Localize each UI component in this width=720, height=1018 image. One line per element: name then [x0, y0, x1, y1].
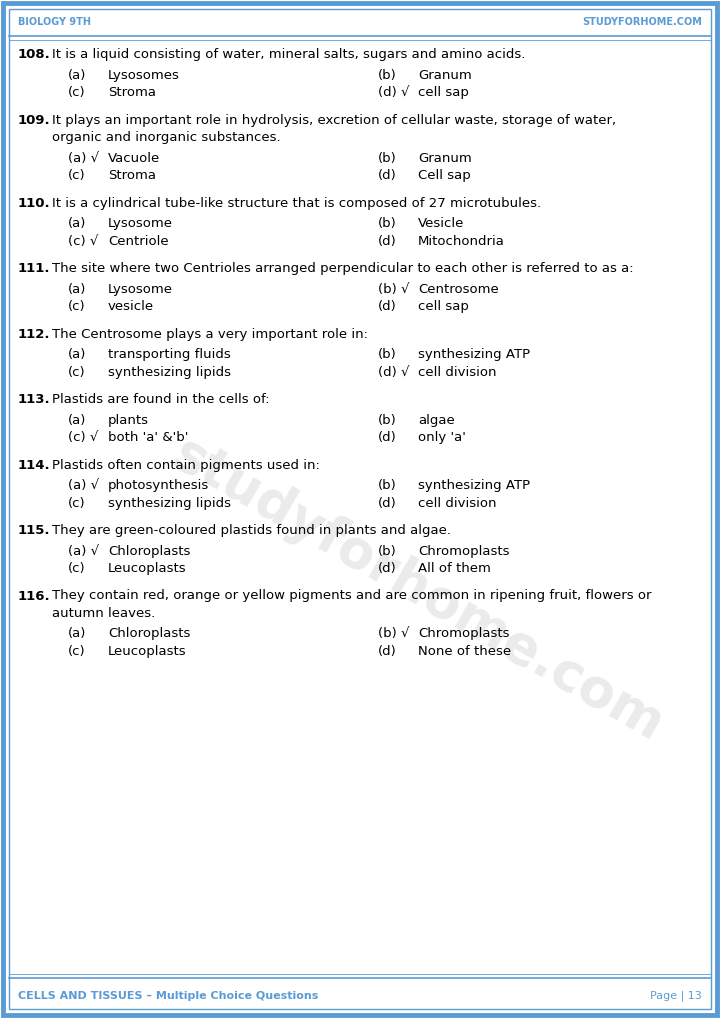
- Text: (d): (d): [378, 645, 397, 658]
- Text: (a): (a): [68, 627, 86, 640]
- Text: 109.: 109.: [18, 113, 50, 126]
- Text: (a): (a): [68, 413, 86, 427]
- Text: Plastids are found in the cells of:: Plastids are found in the cells of:: [52, 393, 269, 406]
- Text: Stroma: Stroma: [108, 169, 156, 182]
- Text: plants: plants: [108, 413, 149, 427]
- Text: Plastids often contain pigments used in:: Plastids often contain pigments used in:: [52, 458, 320, 471]
- Text: Lysosomes: Lysosomes: [108, 68, 180, 81]
- Text: 114.: 114.: [18, 458, 50, 471]
- Text: Stroma: Stroma: [108, 86, 156, 99]
- Text: (c): (c): [68, 300, 86, 313]
- Text: autumn leaves.: autumn leaves.: [52, 607, 156, 620]
- Text: Granum: Granum: [418, 152, 472, 165]
- Text: (c) √: (c) √: [68, 234, 99, 247]
- Text: both 'a' &'b': both 'a' &'b': [108, 431, 189, 444]
- Text: studyforhome.com: studyforhome.com: [163, 429, 672, 752]
- Text: (d) √: (d) √: [378, 86, 410, 99]
- Text: transporting fluids: transporting fluids: [108, 348, 230, 361]
- Text: (b): (b): [378, 68, 397, 81]
- Text: vesicle: vesicle: [108, 300, 154, 313]
- Text: Vesicle: Vesicle: [418, 217, 464, 230]
- Text: (d): (d): [378, 562, 397, 575]
- Text: (c): (c): [68, 645, 86, 658]
- Text: It plays an important role in hydrolysis, excretion of cellular waste, storage o: It plays an important role in hydrolysis…: [52, 113, 616, 126]
- Text: STUDYFORHOME.COM: STUDYFORHOME.COM: [582, 17, 702, 27]
- Text: The Centrosome plays a very important role in:: The Centrosome plays a very important ro…: [52, 328, 368, 340]
- Text: BIOLOGY 9TH: BIOLOGY 9TH: [18, 17, 91, 27]
- Text: CELLS AND TISSUES – Multiple Choice Questions: CELLS AND TISSUES – Multiple Choice Ques…: [18, 991, 318, 1001]
- Text: They contain red, orange or yellow pigments and are common in ripening fruit, fl: They contain red, orange or yellow pigme…: [52, 589, 652, 603]
- Text: (b): (b): [378, 413, 397, 427]
- Text: synthesizing lipids: synthesizing lipids: [108, 365, 231, 379]
- Text: (a): (a): [68, 68, 86, 81]
- Text: (c) √: (c) √: [68, 431, 99, 444]
- Text: photosynthesis: photosynthesis: [108, 479, 210, 492]
- Text: 113.: 113.: [18, 393, 50, 406]
- Text: 108.: 108.: [18, 48, 50, 61]
- Text: cell division: cell division: [418, 497, 497, 509]
- Text: All of them: All of them: [418, 562, 491, 575]
- Text: cell sap: cell sap: [418, 86, 469, 99]
- Text: (d) √: (d) √: [378, 365, 410, 379]
- Text: cell sap: cell sap: [418, 300, 469, 313]
- Text: Lysosome: Lysosome: [108, 217, 173, 230]
- Text: synthesizing ATP: synthesizing ATP: [418, 479, 530, 492]
- Text: synthesizing ATP: synthesizing ATP: [418, 348, 530, 361]
- Text: Chromoplasts: Chromoplasts: [418, 545, 510, 558]
- Text: (b) √: (b) √: [378, 283, 410, 295]
- Text: (c): (c): [68, 562, 86, 575]
- Text: It is a liquid consisting of water, mineral salts, sugars and amino acids.: It is a liquid consisting of water, mine…: [52, 48, 526, 61]
- Text: (c): (c): [68, 169, 86, 182]
- Text: 115.: 115.: [18, 524, 50, 538]
- Text: (d): (d): [378, 169, 397, 182]
- Text: Chloroplasts: Chloroplasts: [108, 545, 190, 558]
- Text: Chromoplasts: Chromoplasts: [418, 627, 510, 640]
- Text: 112.: 112.: [18, 328, 50, 340]
- Text: (b): (b): [378, 217, 397, 230]
- Text: (c): (c): [68, 86, 86, 99]
- Text: cell division: cell division: [418, 365, 497, 379]
- Text: (c): (c): [68, 365, 86, 379]
- Text: (a): (a): [68, 217, 86, 230]
- Text: None of these: None of these: [418, 645, 511, 658]
- Text: (a) √: (a) √: [68, 545, 99, 558]
- Text: (b) √: (b) √: [378, 627, 410, 640]
- Text: 116.: 116.: [18, 589, 50, 603]
- Text: They are green-coloured plastids found in plants and algae.: They are green-coloured plastids found i…: [52, 524, 451, 538]
- Text: Centrosome: Centrosome: [418, 283, 499, 295]
- Text: organic and inorganic substances.: organic and inorganic substances.: [52, 131, 281, 144]
- Text: Lysosome: Lysosome: [108, 283, 173, 295]
- Text: (b): (b): [378, 479, 397, 492]
- Text: Vacuole: Vacuole: [108, 152, 161, 165]
- Text: Chloroplasts: Chloroplasts: [108, 627, 190, 640]
- Text: (a): (a): [68, 283, 86, 295]
- Text: Leucoplasts: Leucoplasts: [108, 645, 186, 658]
- Text: The site where two Centrioles arranged perpendicular to each other is referred t: The site where two Centrioles arranged p…: [52, 262, 634, 275]
- Text: Mitochondria: Mitochondria: [418, 234, 505, 247]
- Text: (a) √: (a) √: [68, 152, 99, 165]
- Text: (d): (d): [378, 497, 397, 509]
- Text: synthesizing lipids: synthesizing lipids: [108, 497, 231, 509]
- Text: Centriole: Centriole: [108, 234, 168, 247]
- Text: (d): (d): [378, 300, 397, 313]
- Text: Leucoplasts: Leucoplasts: [108, 562, 186, 575]
- Text: (d): (d): [378, 431, 397, 444]
- Text: (c): (c): [68, 497, 86, 509]
- Text: Granum: Granum: [418, 68, 472, 81]
- Text: algae: algae: [418, 413, 455, 427]
- Text: (b): (b): [378, 545, 397, 558]
- Text: (b): (b): [378, 152, 397, 165]
- Text: (a) √: (a) √: [68, 479, 99, 492]
- Text: 111.: 111.: [18, 262, 50, 275]
- FancyBboxPatch shape: [3, 3, 717, 1015]
- Text: Cell sap: Cell sap: [418, 169, 471, 182]
- Text: only 'a': only 'a': [418, 431, 466, 444]
- Text: It is a cylindrical tube-like structure that is composed of 27 microtubules.: It is a cylindrical tube-like structure …: [52, 196, 541, 210]
- Text: (b): (b): [378, 348, 397, 361]
- Text: (d): (d): [378, 234, 397, 247]
- Text: (a): (a): [68, 348, 86, 361]
- Text: Page | 13: Page | 13: [650, 991, 702, 1002]
- Text: 110.: 110.: [18, 196, 50, 210]
